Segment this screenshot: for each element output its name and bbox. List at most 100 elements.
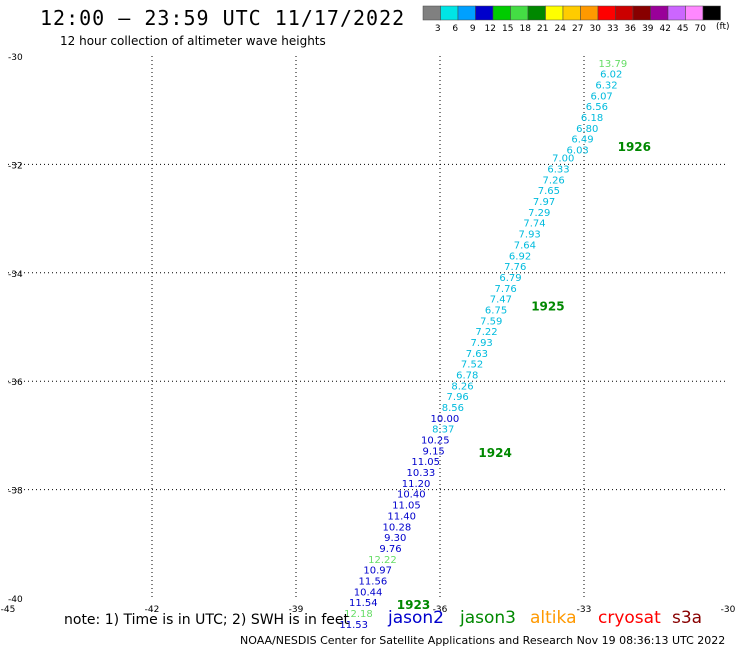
swh-point: 10.28: [383, 522, 412, 533]
legend-label: 70: [695, 24, 707, 34]
swh-point: 7.22: [475, 327, 497, 338]
legend-swatch: [457, 5, 476, 21]
swh-point: 7.97: [533, 197, 555, 208]
legend-swatch: [702, 5, 721, 21]
legend-label: 18: [520, 24, 532, 34]
swh-point: 6.07: [591, 91, 613, 102]
legend-swatch: [632, 5, 651, 21]
legend-swatch: [615, 5, 634, 21]
y-tick-label: -32: [8, 161, 23, 171]
swh-point: 6.92: [509, 251, 531, 262]
swh-point: 11.20: [402, 479, 431, 490]
y-tick-label: -36: [8, 378, 23, 388]
orbit-label: 1925: [531, 300, 564, 314]
swh-point: 8.37: [432, 425, 454, 436]
satellite-label-jason3: jason3: [460, 608, 516, 628]
orbit-label: 1923: [397, 598, 430, 612]
legend-swatch: [422, 5, 441, 21]
swh-point: 6.03: [567, 146, 589, 157]
legend-label: 15: [502, 24, 513, 34]
swh-point: 10.00: [431, 414, 460, 425]
legend-swatch: [440, 5, 459, 21]
swh-point: 13.79: [599, 59, 628, 70]
legend-swatch: [685, 5, 704, 21]
legend-swatch: [562, 5, 581, 21]
legend-swatch: [510, 5, 529, 21]
legend-swatch: [580, 5, 599, 21]
swh-point: 11.05: [392, 501, 421, 512]
legend-swatch: [527, 5, 546, 21]
swh-point: 8.56: [442, 403, 464, 414]
legend-label: 45: [677, 24, 688, 34]
swh-point: 10.25: [421, 436, 450, 447]
x-tick-label: -42: [145, 605, 160, 615]
legend-swatch: [475, 5, 494, 21]
swh-point: 7.64: [514, 240, 536, 251]
x-tick-label: -30: [721, 605, 736, 615]
legend-label: 36: [625, 24, 637, 34]
x-tick-label: -45: [1, 605, 16, 615]
legend-label: 24: [555, 24, 567, 34]
footnote: note: 1) Time is in UTC; 2) SWH is in fe…: [64, 612, 350, 628]
swh-point: 6.33: [547, 165, 569, 176]
legend-label: 27: [572, 24, 583, 34]
legend-swatch: [597, 5, 616, 21]
swh-point: 6.02: [600, 70, 622, 81]
swh-point: 10.44: [354, 587, 383, 598]
orbit-label: 1924: [478, 446, 511, 460]
swh-point: 7.00: [552, 154, 574, 165]
legend-label: 12: [485, 24, 496, 34]
satellite-label-jason2: jason2: [388, 608, 444, 628]
satellite-label-altika: altika: [530, 608, 577, 628]
swh-point: 9.30: [384, 533, 406, 544]
y-tick-label: -40: [8, 595, 23, 605]
swh-point: 7.93: [519, 230, 541, 241]
swh-point: 7.59: [480, 316, 502, 327]
y-tick-label: -30: [8, 53, 23, 63]
legend-swatch: [667, 5, 686, 21]
swh-point: 6.56: [586, 102, 608, 113]
x-tick-label: -39: [289, 605, 304, 615]
swh-point: 6.18: [581, 113, 603, 124]
swh-point: 7.47: [490, 295, 512, 306]
satellite-label-cryosat: cryosat: [598, 608, 661, 628]
swh-point: 9.76: [379, 544, 401, 555]
legend-swatch: [545, 5, 564, 21]
swh-point: 10.33: [407, 468, 436, 479]
swh-point: 10.40: [397, 490, 426, 501]
swh-point: 6.80: [576, 124, 598, 135]
swh-point: 6.49: [571, 135, 593, 146]
page-subtitle: 12 hour collection of altimeter wave hei…: [60, 34, 326, 48]
swh-point: 11.40: [387, 511, 416, 522]
legend-label: 21: [537, 24, 548, 34]
swh-point: 7.96: [447, 392, 469, 403]
swh-point: 7.26: [543, 175, 565, 186]
satellite-label-s3a: s3a: [672, 608, 703, 628]
swh-point: 7.63: [466, 349, 488, 360]
swh-point: 6.75: [485, 305, 507, 316]
swh-point: 12.18: [344, 609, 373, 620]
legend-label: 6: [452, 24, 458, 34]
swh-point: 10.97: [363, 566, 392, 577]
swh-point: 6.79: [499, 273, 521, 284]
page-title: 12:00 – 23:59 UTC 11/17/2022: [40, 6, 406, 30]
swh-point: 7.52: [461, 360, 483, 371]
swh-point: 7.29: [528, 208, 550, 219]
legend-label: 3: [435, 24, 441, 34]
swh-point: 7.76: [495, 284, 517, 295]
swh-point: 8.26: [451, 381, 473, 392]
swh-point: 12.22: [368, 555, 397, 566]
legend-label: 30: [590, 24, 602, 34]
swh-point: 11.05: [411, 457, 440, 468]
legend-label: 42: [660, 24, 671, 34]
swh-point: 11.53: [339, 620, 368, 631]
legend-label: 33: [607, 24, 618, 34]
swh-point: 7.76: [504, 262, 526, 273]
credit-line: NOAA/NESDIS Center for Satellite Applica…: [240, 634, 726, 647]
swh-point: 7.74: [523, 219, 545, 230]
swh-point: 11.54: [349, 598, 378, 609]
x-tick-label: -36: [433, 605, 448, 615]
y-tick-label: -38: [8, 487, 23, 497]
orbit-label: 1926: [618, 140, 651, 154]
